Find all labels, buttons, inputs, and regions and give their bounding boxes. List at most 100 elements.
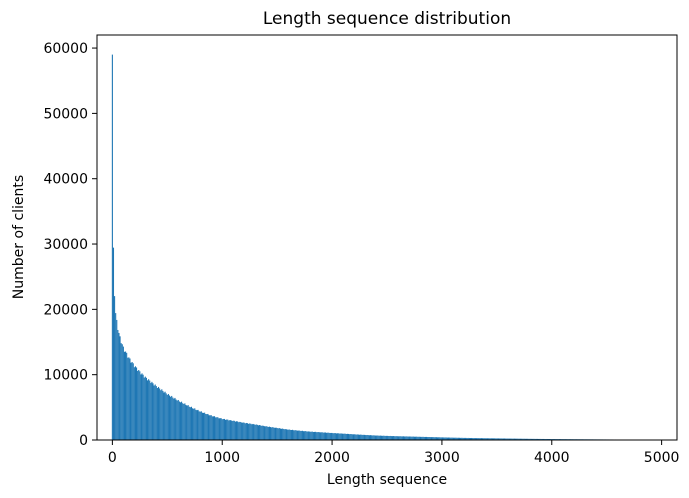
- histogram-bar: [333, 433, 335, 440]
- histogram-bar: [335, 433, 338, 440]
- histogram-bar: [350, 434, 352, 440]
- histogram-bar: [300, 430, 302, 440]
- histogram-bar: [216, 417, 218, 440]
- histogram-bar: [431, 437, 433, 440]
- histogram-bar: [312, 431, 314, 440]
- histogram-bar: [522, 438, 524, 440]
- x-tick-label: 3000: [424, 450, 460, 466]
- histogram-bar: [500, 438, 502, 440]
- histogram-bar: [529, 438, 531, 440]
- histogram-bar: [343, 433, 345, 440]
- histogram-bar: [287, 429, 289, 440]
- histogram-bar: [510, 438, 512, 440]
- histogram-bar: [388, 436, 390, 440]
- x-tick-label: 0: [108, 450, 117, 466]
- histogram-bar: [465, 437, 467, 440]
- histogram-bar: [153, 385, 155, 440]
- histogram-bar: [372, 435, 374, 440]
- histogram-bar: [270, 427, 272, 440]
- histogram-bar: [354, 434, 356, 440]
- histogram-bar: [212, 416, 214, 440]
- histogram-bar: [218, 418, 220, 440]
- histogram-bar: [483, 438, 485, 440]
- histogram-bar: [143, 377, 145, 440]
- histogram-bar: [320, 432, 322, 440]
- histogram-bar: [125, 351, 127, 440]
- histogram-bar: [155, 386, 157, 440]
- histogram-bar: [208, 415, 210, 440]
- histogram-bar: [268, 426, 271, 440]
- histogram-bar: [505, 438, 507, 440]
- histogram-bar: [449, 437, 451, 440]
- histogram-bar: [408, 436, 410, 440]
- histogram-bar: [387, 435, 389, 440]
- histogram-bar: [443, 437, 445, 440]
- histogram-bar: [432, 437, 434, 440]
- histogram-bar: [490, 438, 492, 440]
- histogram-bar: [482, 438, 484, 440]
- histogram-bar: [334, 433, 336, 440]
- histogram-bar: [187, 405, 189, 440]
- histogram-bar: [259, 425, 261, 440]
- histogram-bar: [138, 370, 140, 440]
- histogram-bar: [299, 430, 301, 440]
- histogram-bar: [426, 436, 428, 440]
- histogram-bar: [406, 436, 408, 440]
- histogram-bar: [241, 422, 243, 440]
- histogram-bar: [238, 422, 240, 440]
- histogram-bar: [310, 431, 312, 440]
- histogram-bar: [186, 405, 188, 440]
- histogram-bar: [351, 434, 353, 440]
- histogram-bar: [436, 437, 439, 440]
- histogram-bar: [120, 343, 122, 440]
- histogram-bar: [285, 429, 287, 440]
- histogram-bar: [121, 344, 123, 440]
- histogram-bar: [242, 422, 244, 440]
- histogram-bar: [306, 431, 308, 440]
- histogram-bar: [409, 436, 411, 440]
- y-tick-label: 50000: [43, 106, 88, 122]
- histogram-bar: [455, 437, 457, 440]
- histogram-bar: [220, 418, 222, 440]
- histogram-bar: [307, 431, 309, 440]
- histogram-bar: [265, 426, 267, 440]
- histogram-bar: [244, 423, 246, 440]
- histogram-bar: [524, 438, 526, 440]
- histogram-bar: [223, 418, 225, 440]
- histogram-bar: [391, 436, 394, 440]
- histogram-bar: [419, 436, 421, 440]
- histogram-bar: [475, 438, 477, 440]
- histogram-bar: [192, 408, 194, 440]
- histogram-bar: [157, 386, 160, 440]
- histogram-bar: [386, 435, 388, 440]
- histogram-bar: [474, 438, 476, 440]
- histogram-bar: [352, 434, 354, 440]
- histogram-bar: [326, 432, 328, 440]
- histogram-bar: [378, 435, 380, 440]
- histogram-bar: [450, 437, 452, 440]
- histogram-bar: [466, 437, 468, 440]
- histogram-bar: [341, 433, 343, 440]
- histogram-bar: [542, 438, 544, 440]
- histogram-bar: [318, 432, 320, 440]
- histogram-bar: [541, 438, 543, 440]
- histogram-bar: [118, 332, 120, 440]
- histogram-bar: [344, 433, 346, 440]
- histogram-bar: [520, 438, 522, 440]
- histogram-bar: [133, 367, 135, 440]
- histogram-bar: [365, 435, 367, 440]
- histogram-bar: [122, 346, 124, 440]
- histogram-bar: [447, 437, 450, 440]
- histogram-bar: [298, 430, 300, 440]
- histogram-bar: [177, 399, 179, 440]
- histogram-bar: [401, 436, 403, 440]
- histogram-bar: [453, 437, 455, 440]
- histogram-bar: [441, 437, 443, 440]
- histogram-bar: [507, 438, 509, 440]
- histogram-bar: [154, 384, 156, 440]
- histogram-bar: [232, 420, 234, 440]
- histogram-bar: [535, 438, 537, 440]
- histogram-bar: [313, 431, 316, 440]
- histogram-bar: [279, 428, 281, 440]
- histogram-bar: [410, 436, 412, 440]
